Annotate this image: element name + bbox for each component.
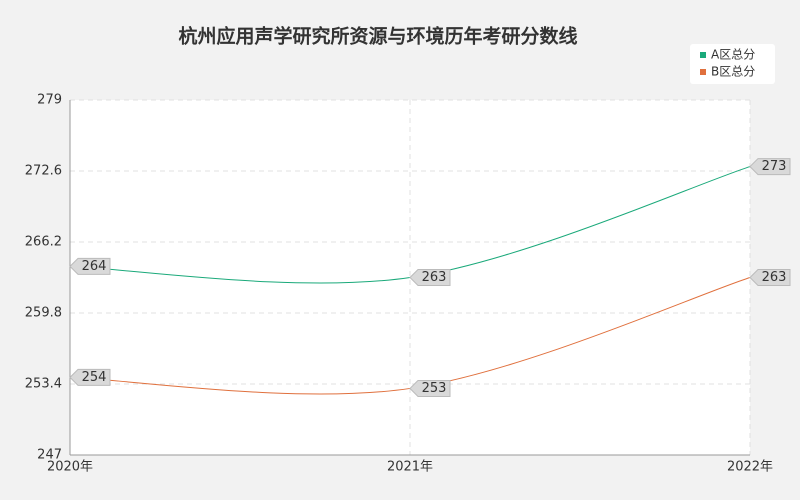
data-label: 253 bbox=[422, 381, 447, 396]
data-label-tag bbox=[749, 158, 791, 176]
y-tick-label: 247 bbox=[37, 448, 62, 463]
y-tick-label: 259.8 bbox=[25, 306, 62, 321]
data-label-tag bbox=[409, 379, 451, 397]
data-label: 264 bbox=[82, 259, 107, 274]
data-label: 263 bbox=[422, 270, 447, 285]
legend-box bbox=[690, 44, 775, 84]
legend-swatch bbox=[700, 52, 706, 58]
data-label-tag bbox=[749, 269, 791, 286]
x-tick-label: 2022年 bbox=[727, 460, 773, 475]
data-label-tag bbox=[69, 257, 111, 275]
data-label: 254 bbox=[82, 370, 107, 385]
data-label-tag bbox=[69, 368, 111, 386]
chart-title: 杭州应用声学研究所资源与环境历年考研分数线 bbox=[178, 25, 577, 48]
data-label: 273 bbox=[762, 159, 787, 174]
x-tick-label: 2020年 bbox=[47, 460, 93, 475]
data-label-tag bbox=[409, 269, 451, 286]
data-label: 263 bbox=[762, 270, 787, 285]
y-tick-label: 272.6 bbox=[25, 164, 62, 179]
y-tick-label: 266.2 bbox=[25, 235, 62, 250]
x-tick-label: 2021年 bbox=[387, 460, 433, 475]
legend-label: A区总分 bbox=[711, 48, 755, 62]
y-tick-label: 279 bbox=[37, 93, 62, 108]
y-tick-label: 253.4 bbox=[25, 377, 62, 392]
legend-swatch bbox=[700, 69, 706, 75]
legend-label: B区总分 bbox=[711, 65, 755, 79]
